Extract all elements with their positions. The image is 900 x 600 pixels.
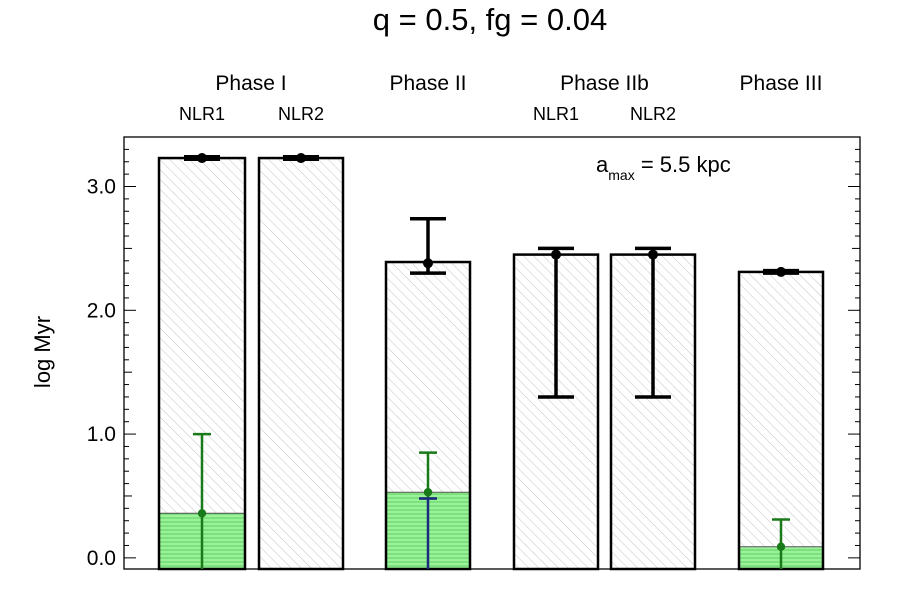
annotation-subscript: max	[608, 167, 634, 183]
y-axis-label: log Myr	[30, 316, 55, 388]
phase-label-0: Phase I	[215, 72, 286, 95]
chart-title: q = 0.5, fg = 0.04	[373, 2, 607, 37]
sub-label-2-0: NLR1	[533, 104, 579, 124]
annotation-main: a	[596, 152, 609, 177]
sub-label-0-0: NLR1	[179, 104, 225, 124]
err-total-point-0	[197, 153, 207, 164]
err-total-point-2	[423, 258, 433, 269]
phase-label-1: Phase II	[389, 72, 466, 95]
sub-label-0-1: NLR2	[278, 104, 324, 124]
y-tick-label: 1.0	[87, 423, 116, 446]
y-tick-label: 2.0	[87, 299, 116, 322]
bar-total-1	[259, 158, 343, 570]
err-total-point-1	[296, 153, 306, 164]
err-total-point-3	[551, 249, 561, 260]
err-green-point-2	[423, 488, 433, 497]
plot-border	[123, 136, 861, 570]
plot-frame: 0.0 1.0 2.0 3.0	[87, 136, 861, 570]
annotation-rest: = 5.5 kpc	[635, 152, 731, 177]
phase-label-3: Phase III	[740, 72, 823, 95]
sub-label-2-1: NLR2	[630, 104, 676, 124]
y-tick-label: 3.0	[87, 176, 116, 199]
error-bars	[184, 153, 799, 569]
phase-label-2: Phase IIb	[560, 72, 649, 95]
err-green-point-0	[197, 509, 207, 518]
bars	[157, 156, 825, 571]
phase-labels: Phase I NLR1 NLR2 Phase II Phase IIb NLR1 NLR2…	[179, 72, 822, 124]
y-tick-label: 0.0	[87, 547, 116, 570]
err-total-point-5	[776, 266, 786, 277]
annotation-text: amax = 5.5 kpc	[596, 152, 731, 183]
err-green-point-5	[776, 542, 786, 551]
err-total-point-4	[648, 249, 658, 260]
